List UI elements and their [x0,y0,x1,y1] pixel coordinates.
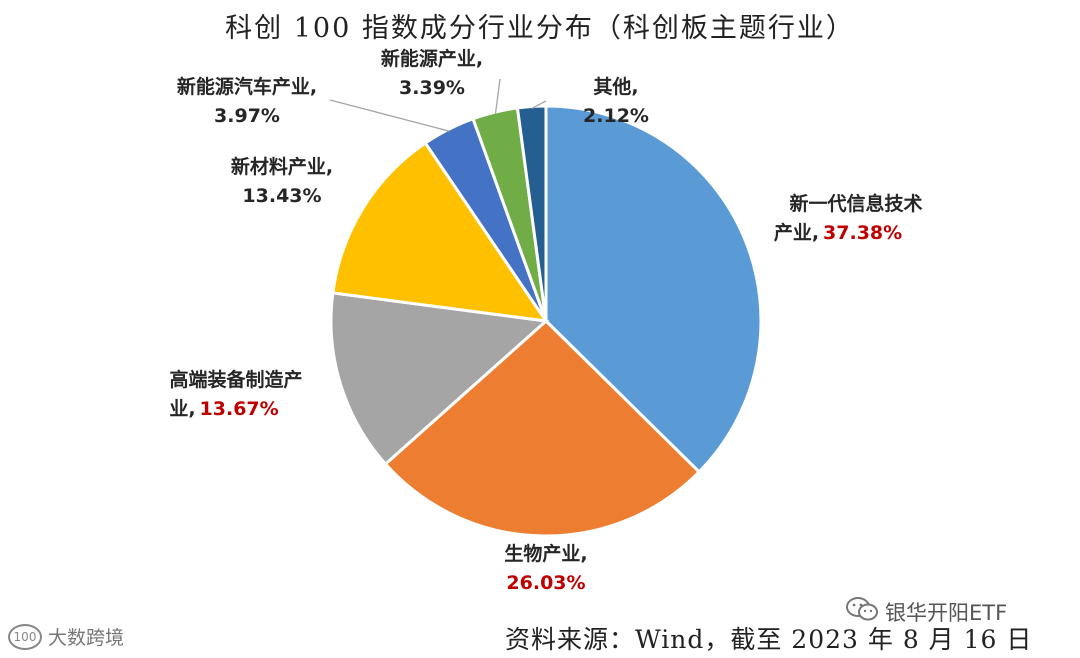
leader-line-5 [494,78,501,115]
pie-slice-6 [515,104,548,322]
slice-value: 26.03% [506,572,585,594]
slice-label-line: 生物产业, [504,542,587,565]
watermark-left-text: 大数跨境 [48,627,125,649]
pie-slice-2 [329,291,550,467]
logo-icon: 100 [8,623,42,650]
slice-value: 3.39% [399,77,465,99]
slice-label-line: 产业, [774,221,819,244]
pie-slice-0 [544,104,763,475]
slice-label-6: 其他, 2.12% [583,75,649,127]
slice-label-3: 新材料产业, 13.43% [231,155,333,207]
watermark-left: 100 大数跨境 [8,623,124,650]
pie-slices [329,104,763,538]
leader-line-4 [329,99,450,132]
slice-value: 37.38% [823,222,902,244]
slice-label-line: 高端装备制造产 [169,368,302,391]
slice-labels: 新一代信息技术产业, 37.38% 生物产业, 26.03% 高端装备制造产业, 13.6… [169,47,922,594]
slice-label-line: 业, [169,398,195,420]
pie-slice-1 [383,318,702,538]
slice-value: 13.43% [242,185,321,207]
watermark-right: 银华开阳ETF [845,596,1007,627]
slice-label-line: 新能源汽车产业, [177,75,317,98]
watermark-right-text: 银华开阳ETF [885,600,1008,625]
slice-value: 2.12% [583,105,649,127]
slice-label-line: 新一代信息技术 [789,192,922,215]
slice-value: 3.97% [214,105,280,127]
chart-title: 科创 100 指数成分行业分布（科创板主题行业） [225,13,855,44]
leader-lines [329,78,547,132]
slice-label-5: 新能源产业, 3.39% [381,47,483,99]
pie-slice-3 [331,140,550,323]
slice-label-0: 新一代信息技术产业, 37.38% [774,192,923,244]
slice-label-line: 新能源产业, [381,47,483,70]
slice-label-line: 新材料产业, [231,155,333,178]
slice-label-line: 其他, [593,75,638,98]
slice-label-1: 生物产业, 26.03% [504,542,587,594]
leader-line-6 [531,100,547,110]
source-note: 资料来源：Wind，截至 2023 年 8 月 16 日 [505,625,1033,654]
slice-value: 13.67% [200,398,279,420]
slice-label-4: 新能源汽车产业, 3.97% [177,75,317,127]
slice-label-2: 高端装备制造产业, 13.67% [169,368,302,420]
wechat-icon [845,596,879,627]
